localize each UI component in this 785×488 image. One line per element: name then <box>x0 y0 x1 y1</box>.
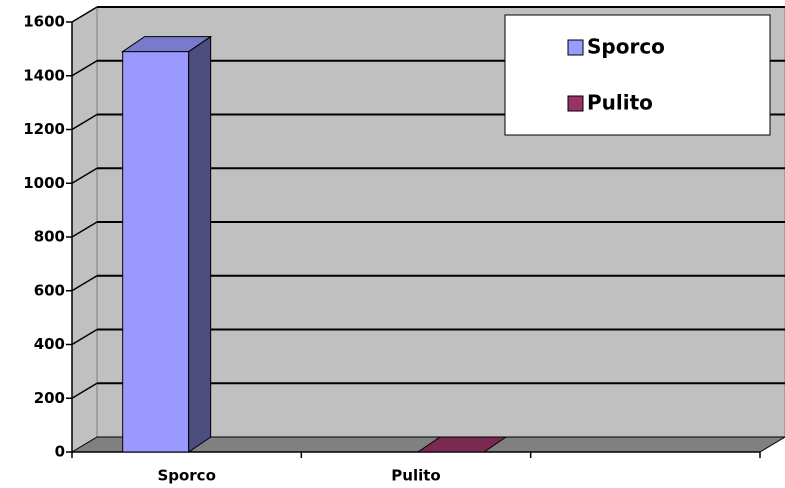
grid-line <box>71 382 98 399</box>
grid-line <box>71 113 98 131</box>
grid-line <box>71 167 98 184</box>
y-tick-label: 200 <box>34 389 65 407</box>
y-tick-label: 1400 <box>23 66 65 84</box>
legend-swatch <box>567 39 584 56</box>
bar <box>122 51 190 453</box>
y-tick-label: 800 <box>34 228 65 246</box>
bar-top <box>121 36 213 53</box>
y-tick-label: 600 <box>34 281 65 299</box>
bar-top <box>416 436 508 453</box>
grid-line <box>71 60 98 77</box>
legend <box>504 14 771 136</box>
y-tick-label: 1000 <box>23 174 65 192</box>
grid-line <box>71 328 98 346</box>
x-tick-label: Pulito <box>391 467 440 485</box>
y-tick-label: 0 <box>55 443 65 461</box>
legend-label: Pulito <box>587 91 653 115</box>
x-tick-label: Sporco <box>157 467 215 485</box>
y-tick-label: 400 <box>34 335 65 353</box>
grid-line <box>71 275 98 292</box>
grid-line <box>71 221 98 238</box>
legend-label: Sporco <box>587 35 665 59</box>
bar-side <box>188 35 212 453</box>
y-tick-label: 1200 <box>23 120 65 138</box>
y-tick-label: 1600 <box>23 13 65 31</box>
grid-line <box>71 6 98 23</box>
legend-swatch <box>567 95 584 112</box>
